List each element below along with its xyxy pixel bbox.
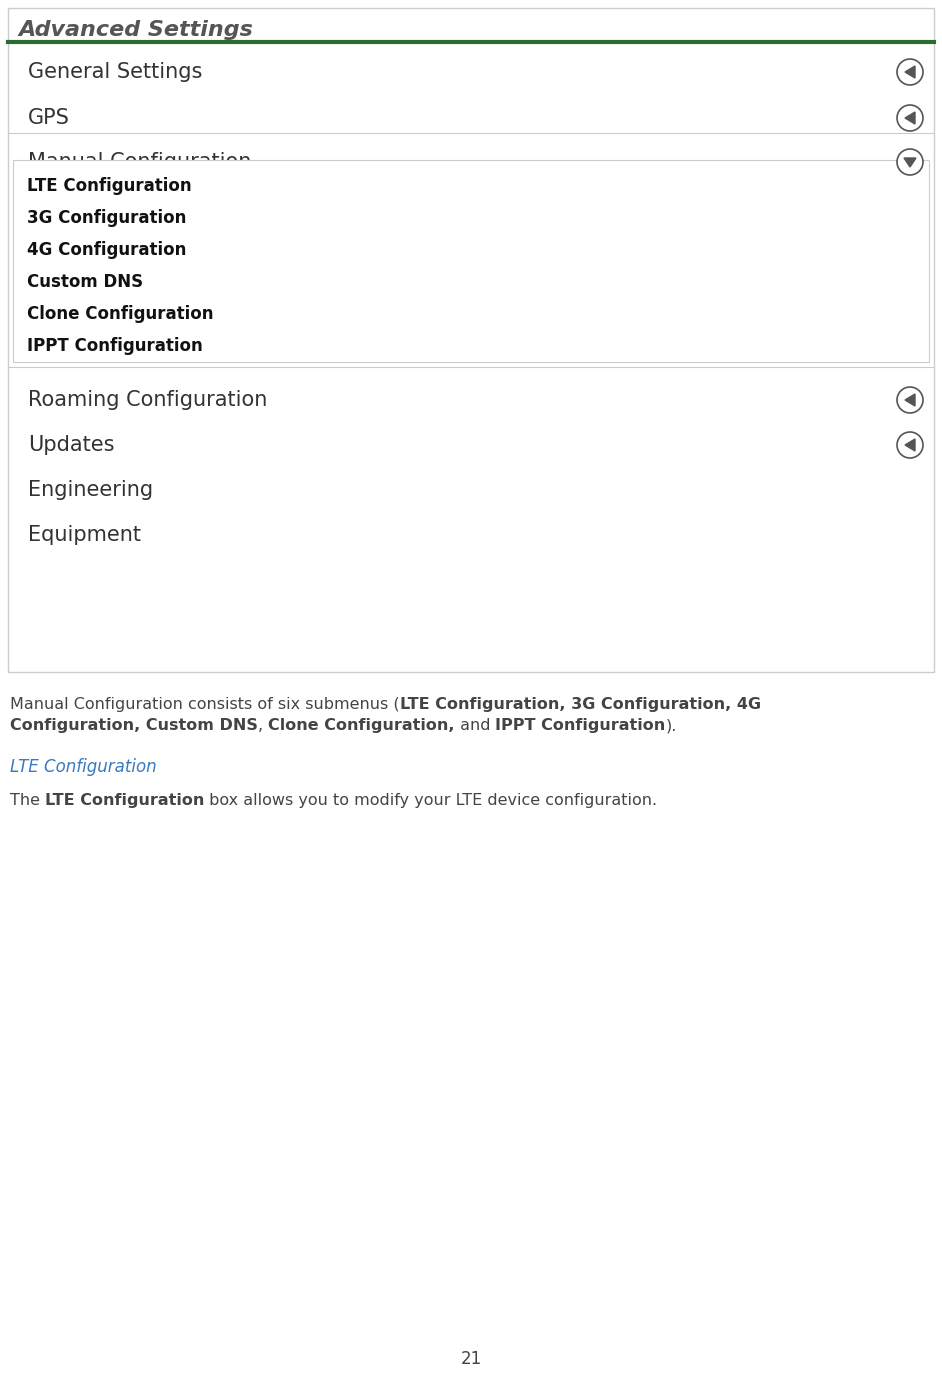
Text: and: and bbox=[455, 718, 495, 733]
Text: Roaming Configuration: Roaming Configuration bbox=[28, 390, 268, 410]
Circle shape bbox=[897, 432, 923, 458]
Text: Engineering: Engineering bbox=[28, 480, 154, 500]
Text: Clone Configuration,: Clone Configuration, bbox=[268, 718, 455, 733]
Text: 3G Configuration: 3G Configuration bbox=[27, 209, 187, 227]
Text: Clone Configuration: Clone Configuration bbox=[27, 305, 214, 323]
Text: 4G Configuration: 4G Configuration bbox=[27, 241, 187, 258]
FancyBboxPatch shape bbox=[13, 160, 929, 362]
Text: ).: ). bbox=[665, 718, 677, 733]
Circle shape bbox=[897, 59, 923, 85]
Text: Custom DNS: Custom DNS bbox=[27, 274, 143, 292]
Text: Updates: Updates bbox=[28, 434, 115, 455]
Text: General Settings: General Settings bbox=[28, 62, 203, 82]
Polygon shape bbox=[904, 158, 916, 166]
Text: LTE Configuration, 3G Configuration, 4G: LTE Configuration, 3G Configuration, 4G bbox=[399, 697, 761, 712]
Text: Manual Configuration: Manual Configuration bbox=[28, 153, 252, 172]
Text: Manual Configuration consists of six submenus (: Manual Configuration consists of six sub… bbox=[10, 697, 399, 712]
Circle shape bbox=[897, 386, 923, 412]
Text: box allows you to modify your LTE device configuration.: box allows you to modify your LTE device… bbox=[204, 793, 658, 808]
Text: LTE Configuration: LTE Configuration bbox=[27, 177, 191, 195]
Circle shape bbox=[897, 104, 923, 131]
Text: ,: , bbox=[258, 718, 268, 733]
Text: LTE Configuration: LTE Configuration bbox=[45, 793, 204, 808]
Text: The: The bbox=[10, 793, 45, 808]
Text: LTE Configuration: LTE Configuration bbox=[10, 758, 156, 776]
Text: Configuration, Custom DNS: Configuration, Custom DNS bbox=[10, 718, 258, 733]
Text: IPPT Configuration: IPPT Configuration bbox=[27, 337, 203, 355]
Text: Advanced Settings: Advanced Settings bbox=[18, 21, 252, 40]
Polygon shape bbox=[905, 111, 915, 124]
Polygon shape bbox=[905, 439, 915, 451]
Text: IPPT Configuration: IPPT Configuration bbox=[495, 718, 665, 733]
FancyBboxPatch shape bbox=[8, 8, 934, 672]
Text: GPS: GPS bbox=[28, 109, 70, 128]
Text: Equipment: Equipment bbox=[28, 525, 141, 544]
Polygon shape bbox=[905, 66, 915, 78]
Circle shape bbox=[897, 148, 923, 175]
Polygon shape bbox=[905, 395, 915, 406]
Text: 21: 21 bbox=[461, 1350, 481, 1368]
